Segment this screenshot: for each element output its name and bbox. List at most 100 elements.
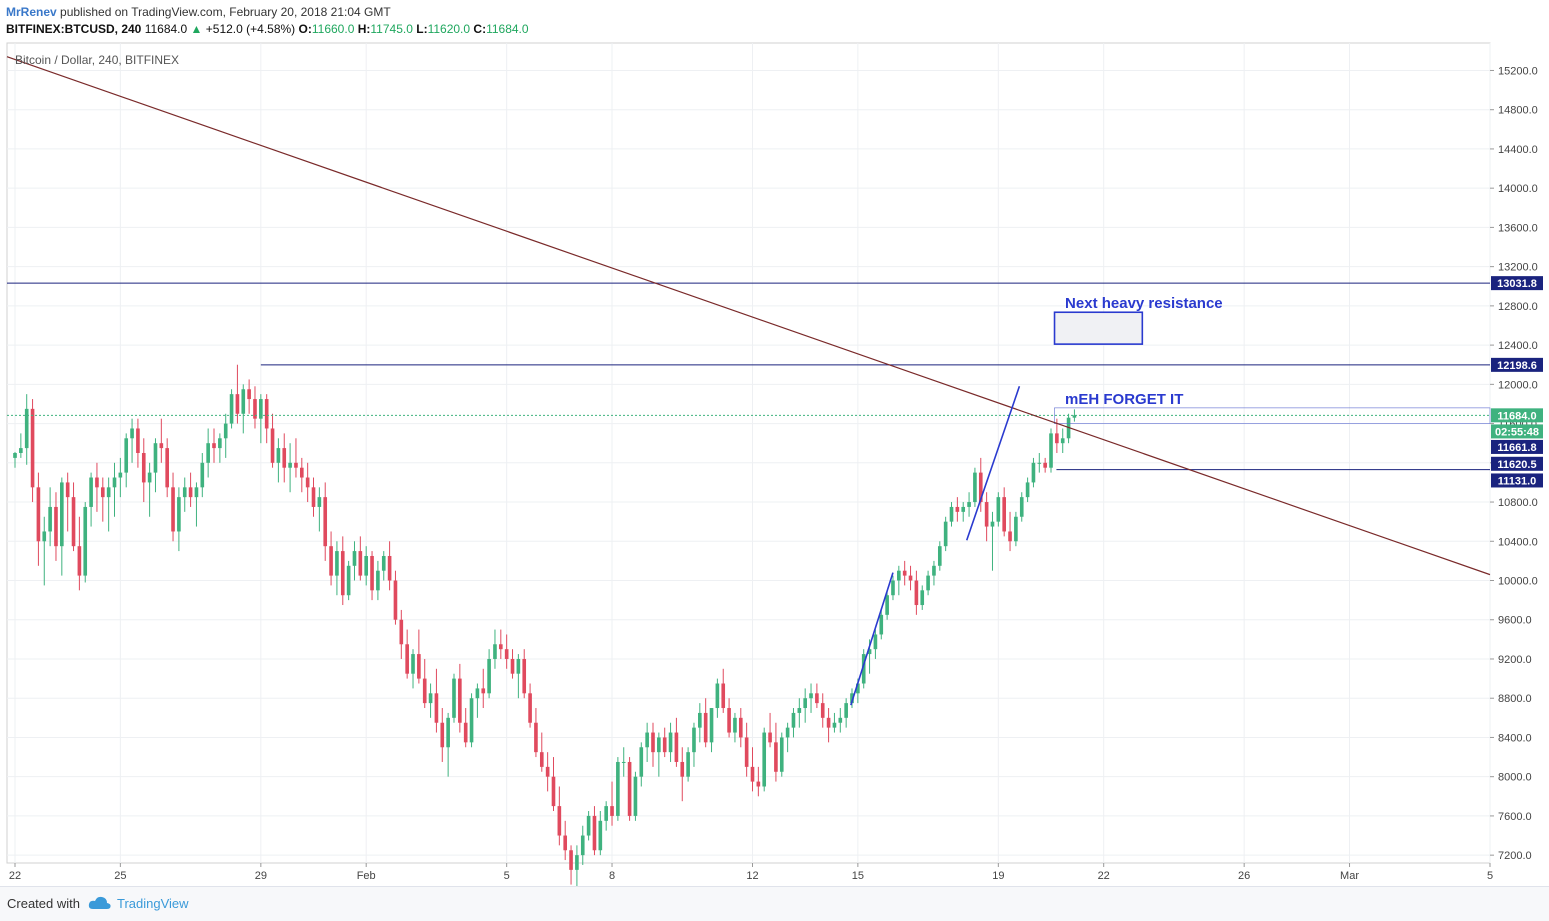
candle-body [703,712,708,743]
candle-body [639,747,644,777]
candle-body [598,820,603,851]
candle-body [212,443,216,449]
candle-body [580,835,585,856]
plot-area[interactable] [6,42,1491,864]
up-triangle-icon: ▲ [190,22,203,36]
candle-body [229,394,234,424]
candle-body [177,497,181,532]
candle-body [498,644,503,650]
price-marker-box [1491,357,1543,372]
candle-body [358,551,363,576]
candle-body [165,448,169,488]
resistance-zone [1053,311,1144,345]
candle-body [961,506,966,512]
candle-body [1025,482,1030,498]
candle-body [241,389,246,414]
candle-body [194,487,199,498]
candle-body [481,688,486,694]
candle-body [797,708,802,713]
price-marker-box [1491,424,1543,439]
candle-body [762,732,767,787]
candle-body [493,644,497,659]
y-tick-label: 13600.0 [1498,222,1538,234]
candle-body [83,506,88,576]
candle-body [610,806,614,816]
candle-body [949,506,954,522]
candle-body [487,658,491,694]
y-tick-label: 12400.0 [1498,340,1538,352]
candle-body [674,732,679,762]
author-link[interactable]: MrRenev [6,5,57,19]
candle-body [329,546,333,576]
high-value: 11745.0 [370,22,413,36]
candle-body [469,698,474,743]
candle-body [247,389,251,400]
candle-body [633,776,638,816]
candle-body [100,487,105,498]
candle-body [645,732,649,748]
candle-body [522,658,527,694]
candle-body [288,462,292,468]
price-marker-label: 11684.0 [1497,410,1536,422]
x-tick-label: 29 [255,870,267,882]
y-tick-label: 15200.0 [1498,65,1538,77]
candle-body [750,766,755,782]
candle-body [77,546,82,576]
candle-body [259,399,263,419]
candle-body [943,521,948,547]
x-tick-label: 22 [9,870,21,882]
candle-body [1043,462,1047,468]
candle-body [686,752,690,777]
candle-body [774,742,778,772]
symbol-label: BITFINEX:BTCUSD, 240 [6,22,142,36]
open-value: 11660.0 [311,22,355,36]
x-tick-label: 25 [114,870,126,882]
x-axis[interactable]: 22 25 29 Feb 5 8 12 15 19 22 26 Mar 5 [9,863,1493,882]
candle-body [335,551,339,576]
x-tick-label: 12 [746,870,758,882]
close-label: C: [473,22,487,36]
candle-body [967,502,971,507]
candle-body [294,462,298,468]
candle-body [867,649,872,655]
candle-body [458,678,462,723]
candle-body [71,497,76,547]
candle-body [897,570,901,581]
candle-body [586,815,591,836]
price-chart[interactable]: Bitcoin / Dollar, 240, BITFINEX 7200.0 76… [0,40,1549,886]
candle-body [510,658,515,674]
x-tick-label: 26 [1238,870,1250,882]
candle-body [264,399,269,429]
candle-body [809,693,813,699]
candle-body [844,703,848,718]
y-tick-label: 12000.0 [1498,379,1538,391]
x-tick-label: 15 [852,870,864,882]
candle-body [978,472,983,503]
candle-body [803,698,807,709]
candle-body [24,408,29,449]
tradingview-link[interactable]: TradingView [117,896,189,911]
candle-body [756,781,761,787]
price-marker-box [1491,456,1543,471]
candle-body [223,423,228,439]
candle-body [340,551,345,596]
candle-body [738,717,743,738]
candle-body [791,712,796,728]
high-label: H: [357,22,371,36]
candle-body [1019,497,1024,517]
candle-body [440,722,445,748]
rising-trendline [965,386,1021,541]
x-tick-label: Mar [1340,870,1359,882]
candle-body [118,472,123,478]
candle-body [30,408,35,488]
chart-title: Bitcoin / Dollar, 240, BITFINEX [15,53,179,67]
candle-body [36,487,41,542]
x-tick-label: 19 [992,870,1004,882]
candle-body [815,693,819,704]
candle-body [171,487,175,532]
candle-body [153,443,158,473]
candle-body [575,855,579,870]
descending-trendline [6,56,1491,576]
candle-body [276,448,281,463]
candle-body [891,580,895,596]
